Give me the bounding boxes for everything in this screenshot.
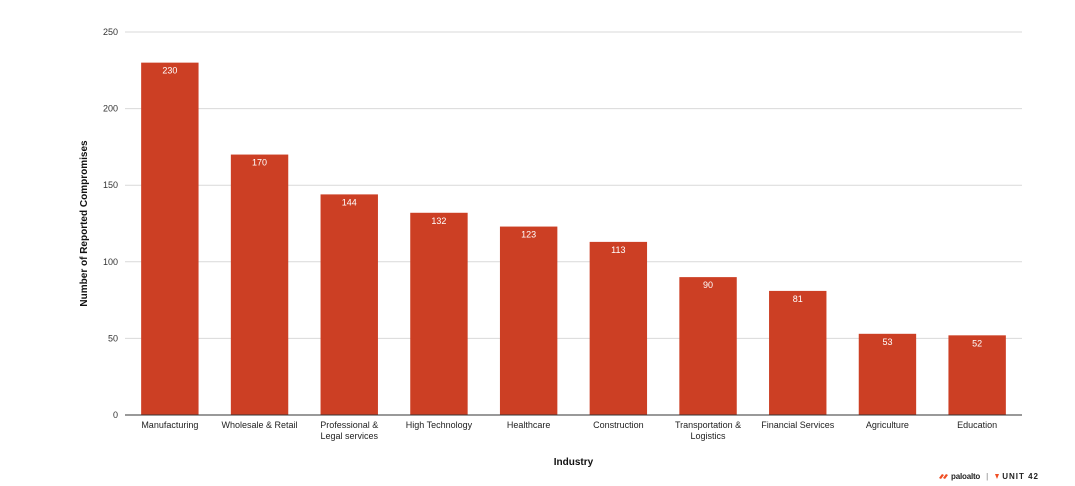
bar bbox=[948, 335, 1006, 415]
bar bbox=[589, 241, 648, 415]
bar bbox=[320, 194, 378, 415]
bar bbox=[141, 62, 199, 415]
bar-value-label: 90 bbox=[703, 280, 713, 290]
bar-value-label: 170 bbox=[252, 158, 267, 168]
y-axis-title: Number of Reported Compromises bbox=[79, 140, 90, 307]
bar-value-label: 52 bbox=[972, 338, 982, 348]
bar bbox=[769, 290, 827, 415]
x-tick-label: Education bbox=[957, 420, 997, 430]
paloalto-mark-icon bbox=[939, 474, 949, 479]
bar-value-label: 81 bbox=[793, 294, 803, 304]
y-tick-label: 250 bbox=[103, 27, 118, 37]
y-tick-label: 150 bbox=[103, 180, 118, 190]
x-tick-label: Healthcare bbox=[507, 420, 551, 430]
unit42-logo: UNIT 42 bbox=[994, 472, 1039, 481]
x-tick-label: Logistics bbox=[691, 431, 727, 441]
x-axis-title: Industry bbox=[554, 457, 594, 468]
x-tick-label: Legal services bbox=[320, 431, 378, 441]
x-tick-label: Financial Services bbox=[761, 420, 835, 430]
bar bbox=[499, 226, 558, 415]
y-tick-label: 50 bbox=[108, 333, 118, 343]
y-tick-label: 100 bbox=[103, 257, 118, 267]
y-tick-label: 0 bbox=[113, 410, 118, 420]
x-tick-label: Professional & bbox=[320, 420, 378, 430]
x-tick-label: Wholesale & Retail bbox=[222, 420, 298, 430]
x-tick-label: High Technology bbox=[406, 420, 473, 430]
paloalto-logo: paloalto bbox=[939, 472, 980, 481]
bar-value-label: 132 bbox=[431, 216, 446, 226]
x-tick-label: Construction bbox=[593, 420, 644, 430]
x-tick-label: Transportation & bbox=[675, 420, 741, 430]
bar-value-label: 53 bbox=[882, 337, 892, 347]
bar-value-label: 144 bbox=[342, 197, 357, 207]
x-tick-label: Manufacturing bbox=[141, 420, 198, 430]
logo-separator: | bbox=[986, 472, 989, 481]
bar-value-label: 230 bbox=[162, 66, 177, 76]
bar bbox=[858, 333, 917, 415]
x-tick-label: Agriculture bbox=[866, 420, 909, 430]
bar bbox=[230, 154, 289, 415]
bar-value-label: 113 bbox=[611, 245, 625, 255]
branding: paloalto | UNIT 42 bbox=[939, 472, 1039, 481]
bar-value-label: 123 bbox=[521, 230, 536, 240]
y-tick-label: 200 bbox=[103, 104, 118, 114]
bar bbox=[679, 277, 737, 415]
unit42-mark-icon bbox=[995, 474, 1000, 479]
paloalto-logo-text: paloalto bbox=[951, 472, 981, 481]
bar bbox=[410, 212, 468, 415]
unit42-logo-text: UNIT 42 bbox=[1002, 472, 1039, 481]
